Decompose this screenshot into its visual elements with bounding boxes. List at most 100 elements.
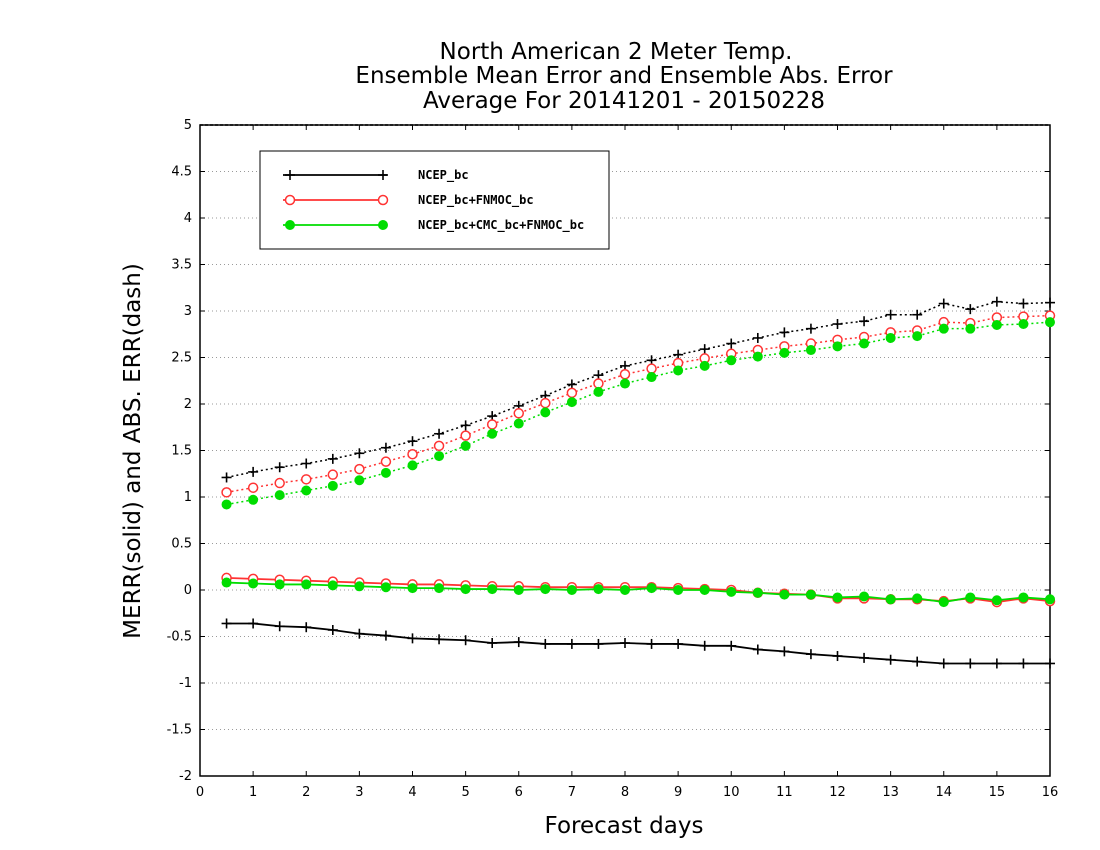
series-2 [221,310,1056,608]
mean-err-point [726,586,737,597]
mean-err-point [1018,592,1029,603]
legend-label: NCEP_bc+FNMOC_bc [418,193,534,208]
x-axis-title: Forecast days [545,813,704,839]
mean-err-point [487,638,498,649]
mean-err-point [673,585,684,595]
abs-err-point [593,386,604,397]
mean-err-point [513,637,524,648]
abs-err-point [327,480,338,491]
abs-err-point [487,428,498,439]
mean-err-point [859,652,870,663]
abs-err-point [859,316,870,327]
mean-err-point [991,595,1002,606]
abs-err-point [513,408,524,419]
mean-err-point [1045,658,1055,669]
mean-err-point [832,592,843,603]
x-tick-label: 2 [302,785,310,800]
abs-err-point [540,407,551,418]
abs-err-point [779,347,790,358]
legend-marker [285,220,295,230]
mean-err-point [566,638,577,649]
abs-err-point [991,319,1002,330]
abs-err-point [354,463,365,475]
mean-err-point [699,585,710,595]
abs-err-point [327,469,339,480]
abs-err-point [673,365,684,376]
chart-title-line-3: Average For 20141201 - 20150228 [423,88,825,114]
legend: NCEP_bc NCEP_bc+FNMOC_bc NCEP_bc+CMC_bc+FN… [259,150,610,250]
abs-err-point [460,430,471,441]
abs-err-point [380,456,392,467]
x-tick-label: 12 [829,785,846,800]
abs-err-point [301,474,312,485]
abs-err-point [620,378,630,389]
abs-err-line [226,314,1051,494]
mean-err-point [301,579,312,590]
abs-err-point [434,428,445,439]
abs-err-point [301,485,312,496]
mean-err-line [226,622,1050,665]
x-tick-label: 5 [461,785,469,800]
abs-err-point [566,387,578,399]
abs-err-point [1018,298,1029,309]
abs-err-point [726,338,737,349]
y-tick-label: 5 [184,118,192,133]
mean-err-point [221,618,232,629]
abs-err-point [699,360,710,371]
abs-err-point [619,368,631,380]
abs-err-point [885,332,896,343]
mean-err-point [912,593,923,604]
mean-err-point [460,584,471,595]
mean-err-point [938,658,949,669]
mean-err-point [513,585,524,595]
series [221,296,1056,669]
y-tick-label: 2 [184,397,192,412]
abs-err-point [938,298,949,309]
mean-err-point [965,658,976,669]
legend-label: NCEP_bc [418,168,469,183]
abs-err-point [301,458,312,469]
mean-err-point [354,628,365,639]
mean-err-point [752,644,763,655]
y-tick-label: 0 [184,583,192,598]
x-tick-label: 0 [196,785,204,800]
y-axis-title: MERR(solid) and ABS. ERR(dash) [120,263,146,639]
legend-label: NCEP_bc+CMC_bc+FNMOC_bc [418,218,584,233]
legend-marker [284,194,296,206]
y-tick-label: -2 [179,769,192,784]
abs-err-point [460,440,471,451]
mean-err-point [327,580,338,591]
mean-err-point [938,597,949,608]
abs-err-point [646,372,657,383]
abs-err-point [779,327,790,338]
legend-item: NCEP_bc+CMC_bc+FNMOC_bc [283,218,584,233]
abs-err-line [226,300,1051,479]
y-tick-label: 2.5 [171,351,192,366]
mean-err-point [805,589,816,600]
abs-err-point [434,451,445,462]
mean-err-point [380,630,391,641]
y-tick-label: -0.5 [167,630,192,645]
abs-err-point [593,378,604,389]
abs-err-point [965,323,976,334]
x-tick-label: 8 [621,785,629,800]
abs-err-point [859,338,870,349]
legend-marker [377,194,389,206]
mean-err-point [354,581,365,592]
abs-err-point [646,363,657,374]
abs-err-point [805,345,816,356]
mean-err-point [699,640,710,651]
mean-err-point [540,584,551,595]
abs-err-point [274,477,285,489]
y-tick-label: 0.5 [171,537,192,552]
y-tick-label: 1 [184,490,192,505]
mean-err-point [460,635,471,646]
abs-err-point [832,341,843,352]
x-tick-label: 4 [408,785,416,800]
abs-err-line [226,321,1051,506]
mean-err-point [805,649,816,660]
mean-err-point [885,654,896,665]
abs-err-point [407,448,418,460]
abs-err-point [991,296,1002,307]
